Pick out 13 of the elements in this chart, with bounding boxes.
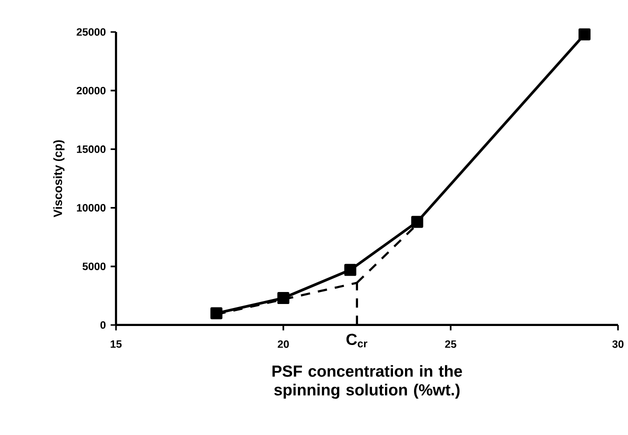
x-tick-label: 30 — [612, 340, 624, 348]
y-tick-label: 0 — [100, 321, 106, 329]
x-axis-title: PSF concentration in the spinning solution (%wt.) — [272, 365, 462, 399]
y-axis-title: Viscosity (cp) — [53, 140, 64, 218]
x-tick-label: 25 — [445, 340, 456, 348]
x-tick-label: 15 — [110, 340, 122, 348]
x-tick-label: 20 — [278, 340, 289, 348]
annotation: C$_{cr}$ — [346, 334, 368, 348]
y-tick-label: 10000 — [76, 204, 106, 212]
y-tick-label: 25000 — [76, 28, 106, 36]
y-tick-label: 20000 — [76, 86, 106, 94]
y-tick-label: 15000 — [76, 145, 106, 153]
y-tick-label: 5000 — [82, 262, 106, 270]
